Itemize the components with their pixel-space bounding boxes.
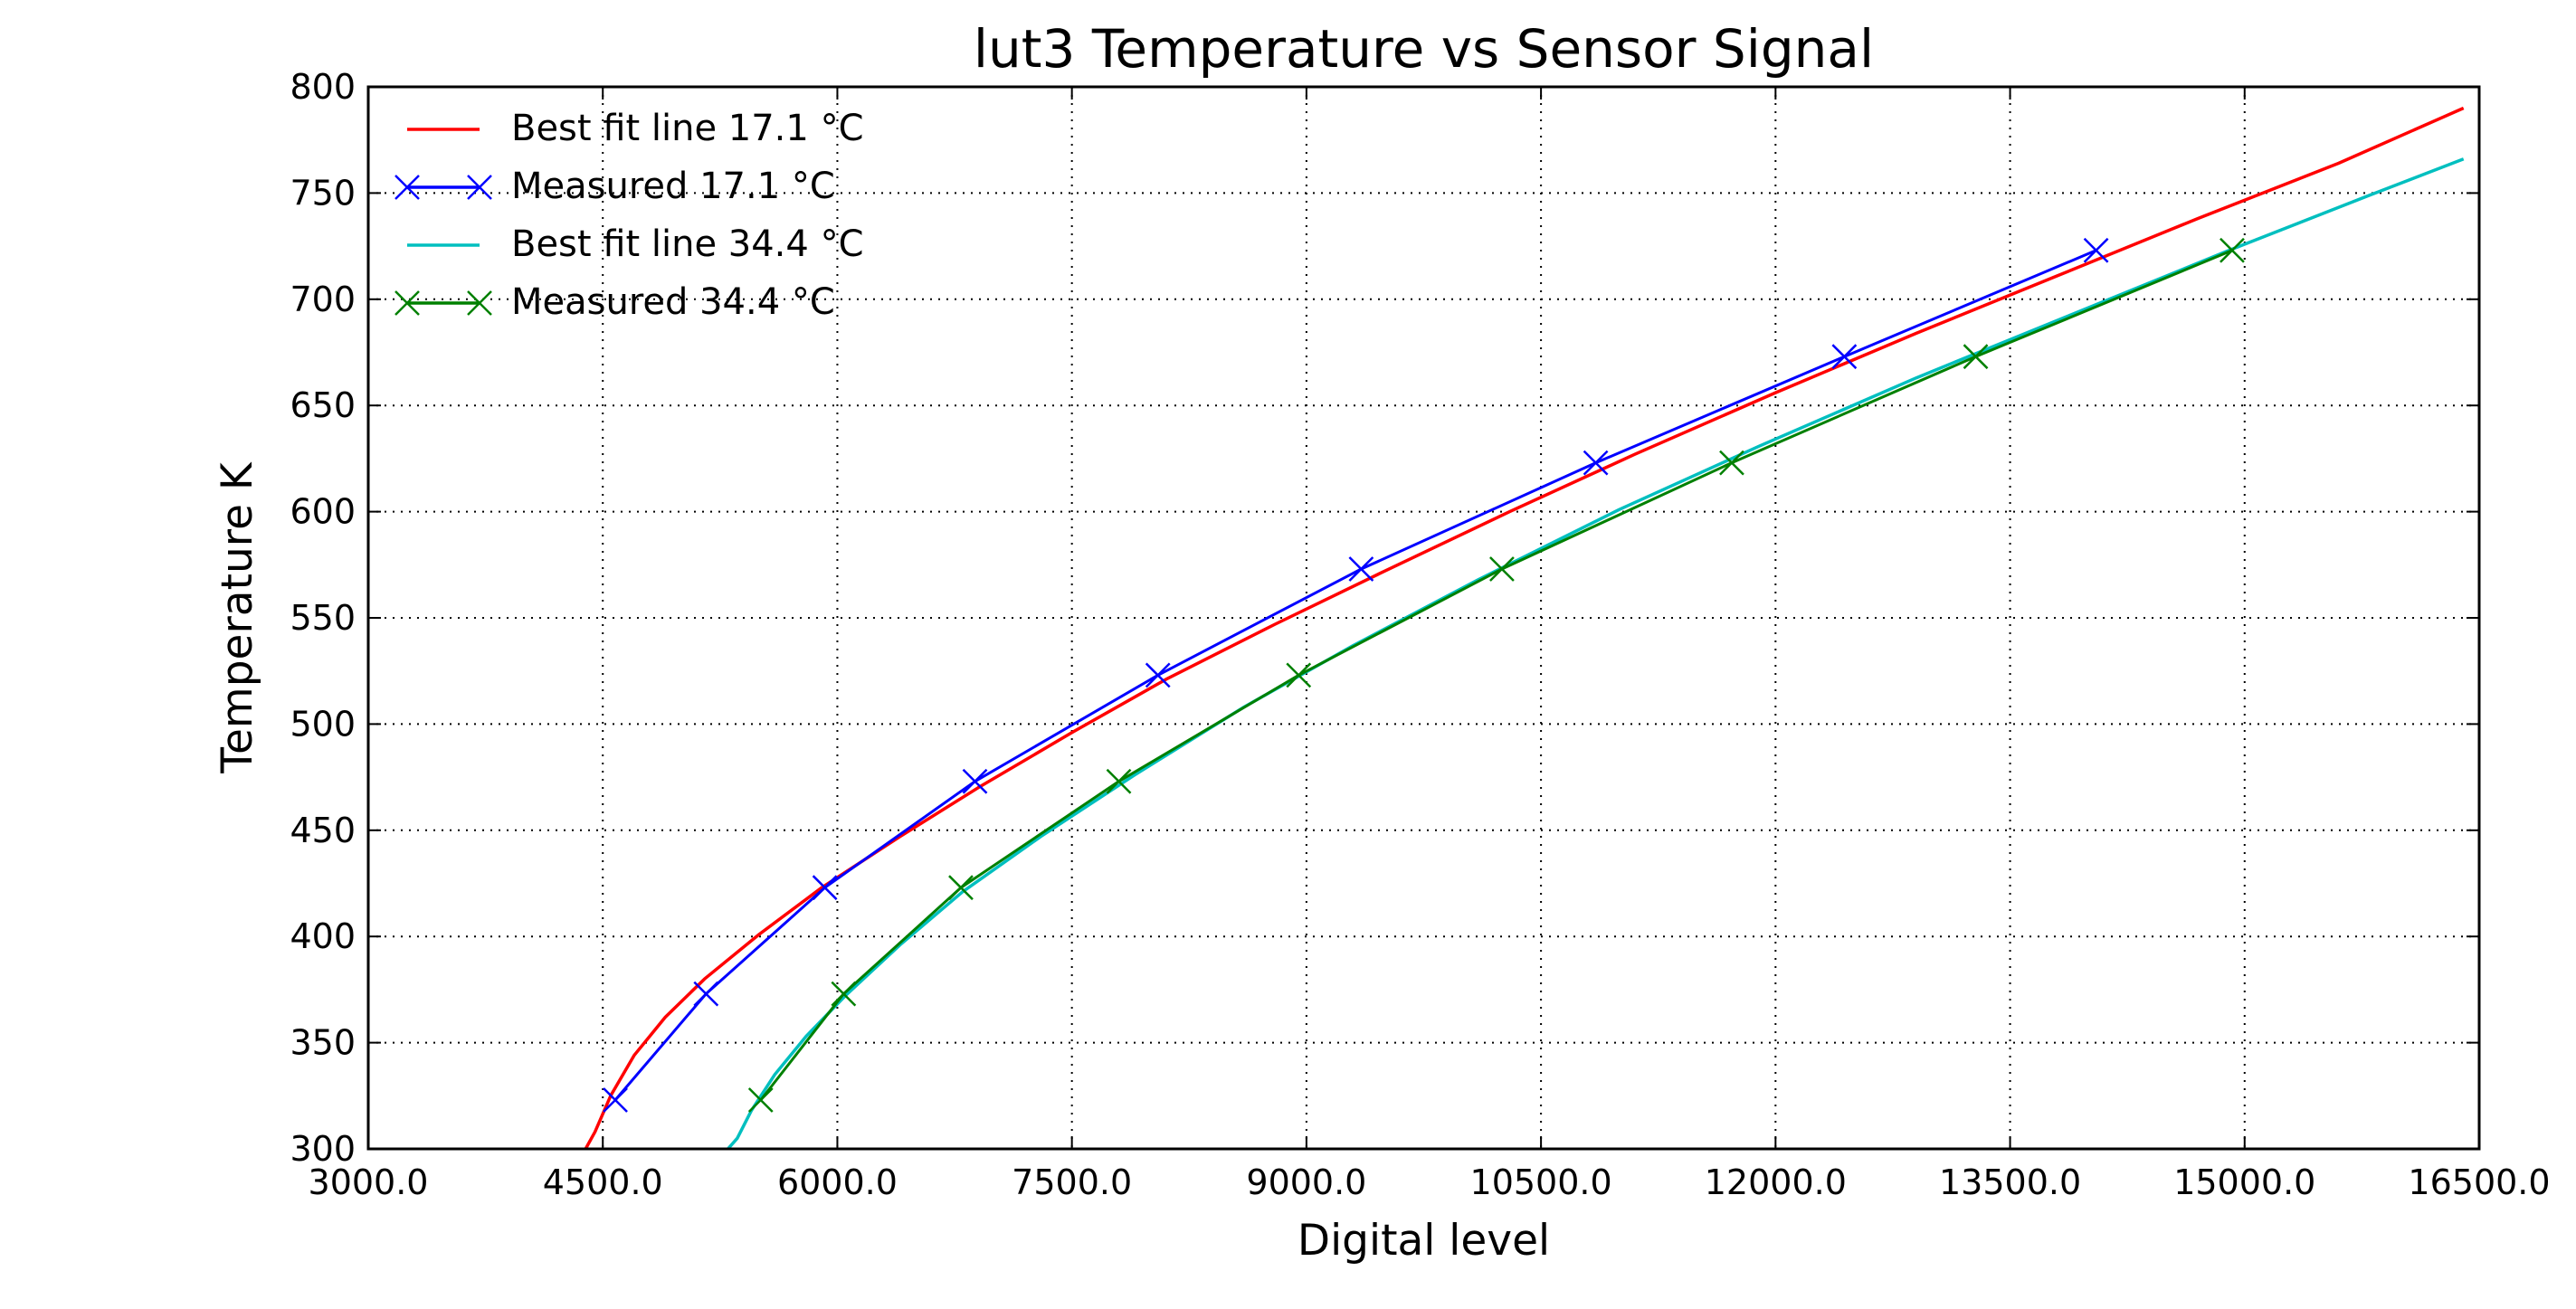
y-tick-label: 600 — [290, 492, 356, 532]
y-tick-label: 300 — [290, 1129, 356, 1169]
x-tick-label: 6000.0 — [777, 1162, 898, 1202]
y-axis-title: Temperature K — [213, 461, 262, 774]
legend-item: Best fit line 17.1 °C — [407, 108, 864, 149]
series-1 — [603, 237, 2109, 1113]
y-tick-label: 550 — [290, 598, 356, 638]
data-point-marker — [1489, 556, 1515, 582]
chart-title: lut3 Temperature vs Sensor Signal — [974, 18, 1874, 80]
y-tick-label: 450 — [290, 811, 356, 850]
grid — [368, 87, 2479, 1149]
x-tick-label: 12000.0 — [1705, 1162, 1847, 1202]
legend-marker — [394, 290, 420, 316]
legend-label: Best fit line 17.1 °C — [511, 108, 864, 149]
data-point-marker — [1583, 450, 1609, 476]
data-point-marker — [1286, 662, 1312, 688]
legend-item: Best fit line 34.4 °C — [407, 223, 864, 265]
y-tick-label: 700 — [290, 280, 356, 319]
data-point-marker — [2220, 237, 2245, 263]
ticks: 3000.0 4500.0 6000.0 7500.0 9000.0 10500.0 120… — [290, 67, 2550, 1202]
data-point-marker — [693, 981, 719, 1007]
series-3 — [747, 237, 2245, 1113]
data-point-marker — [1145, 662, 1171, 688]
x-tick-label: 16500.0 — [2408, 1162, 2550, 1202]
data-point-marker — [948, 875, 974, 901]
data-point-marker — [747, 1087, 774, 1113]
x-tick-label: 10500.0 — [1470, 1162, 1612, 1202]
x-tick-label: 4500.0 — [543, 1162, 663, 1202]
x-axis-title: Digital level — [1298, 1216, 1550, 1266]
y-tick-label: 750 — [290, 173, 356, 213]
legend-item: Measured 34.4 °C — [394, 281, 835, 323]
legend-marker — [467, 175, 492, 200]
legend-label: Measured 34.4 °C — [511, 281, 835, 323]
y-tick-label: 650 — [290, 385, 356, 425]
series-layer — [584, 106, 2465, 1149]
data-point-marker — [1963, 344, 1989, 370]
data-point-marker — [962, 768, 988, 794]
legend-marker — [467, 290, 492, 316]
data-point-marker — [831, 981, 857, 1007]
x-tick-label: 7500.0 — [1012, 1162, 1132, 1202]
y-tick-label: 350 — [290, 1023, 356, 1063]
y-tick-label: 800 — [290, 67, 356, 107]
y-tick-label: 500 — [290, 704, 356, 744]
data-point-marker — [1106, 768, 1132, 794]
series-0 — [584, 106, 2465, 1149]
x-tick-label: 3000.0 — [309, 1162, 429, 1202]
data-point-marker — [2083, 237, 2109, 263]
legend-label: Best fit line 34.4 °C — [511, 223, 864, 265]
data-point-marker — [1348, 556, 1374, 582]
data-point-marker — [603, 1087, 628, 1113]
series-line — [584, 106, 2465, 1149]
legend-label: Measured 17.1 °C — [511, 166, 835, 207]
y-tick-label: 400 — [290, 916, 356, 956]
data-point-marker — [1719, 450, 1744, 476]
x-tick-label: 15000.0 — [2173, 1162, 2315, 1202]
data-point-marker — [1831, 344, 1858, 370]
legend-item: Measured 17.1 °C — [394, 166, 835, 207]
data-point-marker — [812, 875, 838, 901]
legend-marker — [394, 175, 420, 200]
legend: Best fit line 17.1 °C Measured 17.1 °C Bes… — [394, 108, 864, 323]
x-tick-label: 9000.0 — [1246, 1162, 1366, 1202]
x-tick-label: 13500.0 — [1939, 1162, 2081, 1202]
